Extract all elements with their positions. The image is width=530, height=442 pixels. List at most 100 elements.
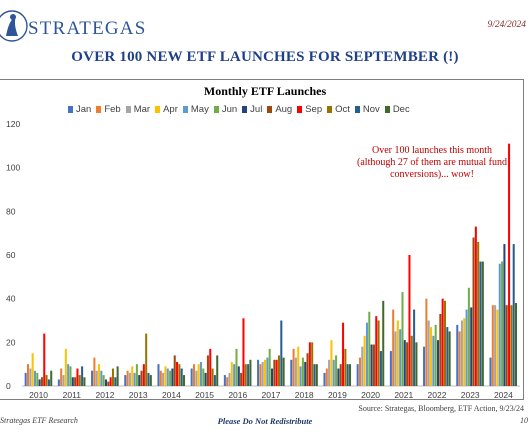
x-tick-label: 2023 [461,390,480,400]
bar-apr-2017 [264,359,267,386]
bar-dec-2021 [415,342,418,386]
bar-jun-2012 [102,375,105,386]
bar-sep-2020 [375,316,378,386]
legend-item-jan: Jan [68,102,91,116]
x-tick-label: 2021 [394,390,413,400]
bar-may-2010 [33,370,36,386]
bar-mar-2010 [29,368,32,386]
bar-dec-2024 [515,303,518,386]
legend-swatch [155,105,161,113]
legend-item-nov: Nov [354,102,380,116]
y-tick-label: 40 [6,294,16,304]
bar-may-2019 [332,359,335,386]
legend-swatch [354,105,360,113]
x-tick-label: 2016 [228,390,247,400]
bar-jul-2010 [38,379,41,386]
bar-nov-2014 [180,368,183,386]
legend-item-jun: Jun [213,102,237,116]
bar-jul-2018 [304,361,307,386]
bar-dec-2022 [448,331,451,386]
bar-feb-2012 [93,357,96,386]
legend-item-oct: Oct [327,102,350,116]
bar-jan-2024 [489,357,492,386]
legend-item-jul: Jul [242,102,262,116]
bar-jan-2021 [389,351,392,386]
bar-jun-2020 [368,311,371,386]
y-tick-label: 0 [6,381,11,391]
bar-nov-2019 [346,364,349,386]
bar-sep-2023 [474,226,477,386]
bar-apr-2021 [396,320,399,386]
bar-may-2014 [166,368,169,386]
bar-oct-2018 [311,342,314,386]
legend-item-sep: Sep [297,102,322,116]
bar-jan-2015 [190,368,193,386]
bar-oct-2010 [45,375,48,386]
bar-nov-2016 [247,364,250,386]
bar-jun-2016 [235,348,238,386]
bar-jan-2010 [24,372,27,386]
bar-sep-2024 [508,143,511,386]
bar-dec-2011 [83,377,86,386]
bar-nov-2017 [280,320,283,386]
bar-oct-2017 [277,355,280,386]
bar-apr-2013 [131,366,134,386]
bar-may-2022 [432,335,435,386]
bar-mar-2016 [228,372,231,386]
bar-aug-2014 [173,355,176,386]
bar-oct-2019 [344,348,347,386]
bar-dec-2016 [249,359,252,386]
bar-feb-2023 [458,331,461,386]
legend-swatch [242,105,248,113]
bar-aug-2013 [140,370,143,386]
legend-label: Dec [392,103,410,115]
bar-dec-2017 [282,357,285,386]
bar-nov-2013 [147,372,150,386]
brand-name: STRATEGAS [28,18,147,39]
bar-may-2023 [465,309,468,386]
bar-nov-2011 [81,366,84,386]
legend-swatch [68,105,73,113]
bar-apr-2014 [164,366,167,386]
bar-jun-2015 [202,368,205,386]
bar-apr-2024 [496,309,499,386]
bar-oct-2014 [178,364,181,386]
bar-jul-2011 [71,377,74,386]
bar-mar-2012 [95,370,98,386]
bar-apr-2019 [330,340,333,386]
legend-label: Feb [104,103,121,115]
bar-aug-2022 [439,313,442,386]
bar-jun-2019 [335,355,338,386]
legend-label: Aug [275,103,293,115]
legend-item-apr: Apr [155,102,178,116]
bar-sep-2010 [43,333,46,386]
bar-jun-2011 [69,366,72,386]
bar-jan-2012 [91,370,94,386]
bar-aug-2019 [339,364,342,386]
bar-mar-2020 [361,346,364,386]
bar-dec-2018 [315,364,318,386]
x-tick-label: 2018 [295,390,314,400]
bar-jan-2023 [456,324,459,386]
bar-feb-2021 [392,309,395,386]
bar-may-2017 [266,357,269,386]
bar-nov-2015 [213,375,216,386]
bar-may-2012 [100,370,103,386]
legend-swatch [125,105,131,113]
y-tick-label: 60 [6,250,16,260]
bar-mar-2018 [294,357,297,386]
x-tick-label: 2011 [63,390,82,400]
bar-mar-2024 [494,305,497,386]
bar-jul-2015 [204,372,207,386]
bar-jul-2019 [337,368,340,386]
bar-sep-2018 [308,342,311,386]
bar-mar-2014 [162,372,165,386]
legend-label: May [190,103,209,115]
bar-aug-2021 [406,342,409,386]
bar-jul-2024 [503,244,506,386]
bar-jan-2011 [57,379,60,386]
legend-label: Oct [335,103,350,115]
legend-swatch [213,105,219,113]
x-tick-label: 2024 [494,390,513,400]
bar-apr-2015 [197,364,200,386]
